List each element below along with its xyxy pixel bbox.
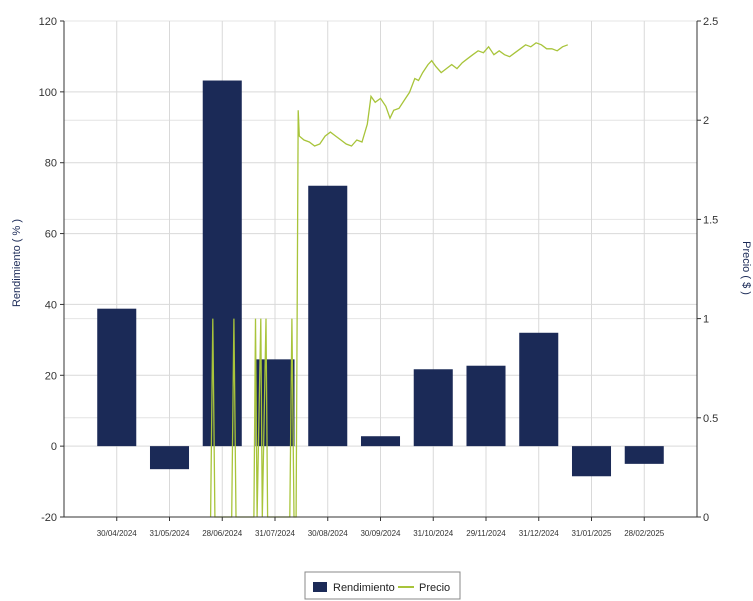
y-tick-label: -20 xyxy=(41,512,57,524)
x-tick-label: 31/12/2024 xyxy=(519,529,560,538)
x-tick-label: 31/07/2024 xyxy=(255,529,296,538)
bar-rendimiento xyxy=(308,185,348,447)
legend: Rendimiento Precio xyxy=(304,571,461,600)
legend-swatch-rendimiento xyxy=(313,582,327,592)
right-tick-labels: 0 0.5 1 1.5 2 2.5 xyxy=(703,16,718,524)
y-tick-label: 60 xyxy=(45,229,57,241)
y2-axis-label: Precio ( $ ) xyxy=(740,241,752,295)
x-tick-label: 29/11/2024 xyxy=(466,529,506,538)
y2-tick-label: 2 xyxy=(703,115,709,127)
y2-tick-label: 1 xyxy=(703,314,709,326)
bar-rendimiento xyxy=(624,446,664,464)
x-tick-label: 30/04/2024 xyxy=(97,529,138,538)
x-tick-label: 31/05/2024 xyxy=(149,529,190,538)
y2-tick-label: 1.5 xyxy=(703,214,718,226)
y2-tick-label: 0.5 xyxy=(703,413,718,425)
y-tick-label: 100 xyxy=(39,87,57,99)
x-tick-label: 30/09/2024 xyxy=(360,529,401,538)
price-line xyxy=(209,42,569,518)
y-tick-label: 40 xyxy=(45,299,57,311)
legend-box xyxy=(304,571,461,600)
bar-rendimiento xyxy=(413,369,453,447)
y-axis-label: Rendimiento ( % ) xyxy=(11,219,23,307)
left-tick-labels: -20 0 20 40 60 80 100 120 xyxy=(39,16,57,524)
x-tick-label: 28/06/2024 xyxy=(202,529,243,538)
legend-label-rendimiento: Rendimiento xyxy=(333,582,395,594)
x-tick-label: 30/08/2024 xyxy=(308,529,349,538)
y2-tick-label: 0 xyxy=(703,512,709,524)
bar-rendimiento xyxy=(571,446,612,477)
y-tick-label: 80 xyxy=(45,158,57,170)
y-tick-label: 120 xyxy=(39,16,57,28)
bars-group xyxy=(97,80,664,477)
y2-tick-label: 2.5 xyxy=(703,16,718,28)
x-tick-label: 31/01/2025 xyxy=(571,529,612,538)
x-tick-labels: 30/04/2024 31/05/2024 28/06/2024 31/07/2024… xyxy=(97,529,665,538)
x-tick-label: 28/02/2025 xyxy=(624,529,665,538)
y-tick-label: 20 xyxy=(45,370,57,382)
axes-group xyxy=(60,20,701,521)
bar-rendimiento xyxy=(97,308,137,447)
bar-rendimiento xyxy=(202,80,242,447)
bar-rendimiento xyxy=(519,332,559,447)
price-line-group xyxy=(209,42,569,518)
bar-rendimiento xyxy=(466,365,506,447)
x-tick-label: 31/10/2024 xyxy=(413,529,454,538)
bar-rendimiento xyxy=(360,436,401,447)
y-tick-label: 0 xyxy=(51,441,57,453)
legend-label-precio: Precio xyxy=(419,582,450,594)
bar-rendimiento xyxy=(149,446,190,470)
